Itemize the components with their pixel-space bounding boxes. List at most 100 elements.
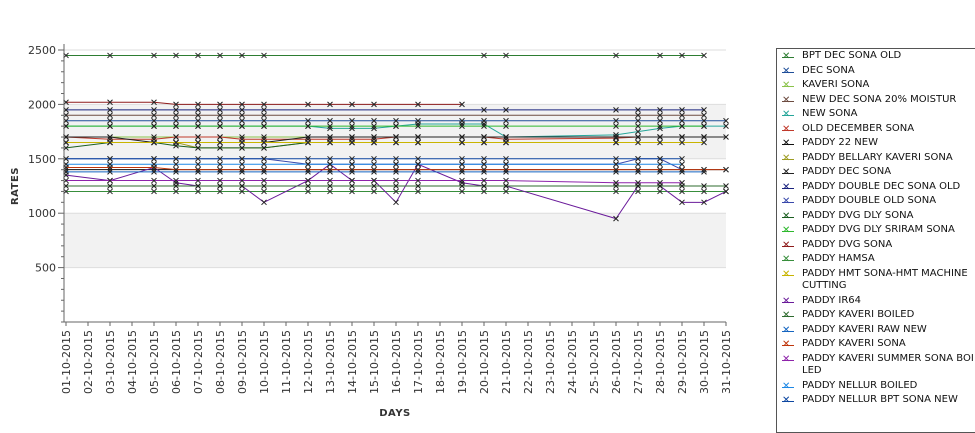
- data-point: [107, 183, 113, 189]
- data-point: [371, 183, 377, 189]
- y-axis-title: RATES: [10, 167, 21, 205]
- data-point: [459, 177, 465, 184]
- data-point: [481, 166, 487, 173]
- data-point: [635, 161, 641, 168]
- data-point: [613, 179, 619, 186]
- data-point: [679, 155, 685, 162]
- data-point: [503, 52, 509, 59]
- data-point: [459, 161, 465, 168]
- data-point: [107, 112, 113, 119]
- data-point: [173, 101, 179, 108]
- data-point: [459, 139, 465, 146]
- data-point: [679, 117, 685, 124]
- data-point: [217, 169, 223, 175]
- data-point: [239, 52, 245, 59]
- legend-marker-icon: ✕: [782, 393, 794, 407]
- data-point: [723, 183, 729, 189]
- data-point: [679, 123, 685, 130]
- data-point: [701, 166, 707, 173]
- legend-marker-icon: ✕: [782, 294, 794, 308]
- data-point: [217, 161, 223, 168]
- data-point: [261, 166, 267, 173]
- data-point: [107, 123, 113, 130]
- legend-marker-icon: ✕: [782, 352, 794, 366]
- data-point: [415, 134, 421, 140]
- legend-label: BPT DEC SONA OLD: [802, 50, 902, 61]
- legend-item: ✕ NEW DEC SONA 20% MOISTUR: [777, 93, 975, 108]
- legend-label: PADDY 22 NEW: [802, 137, 878, 148]
- legend-item: ✕ NEW SONA: [777, 107, 975, 122]
- data-point: [173, 169, 179, 175]
- data-point: [613, 139, 619, 146]
- data-point: [503, 188, 509, 195]
- data-point: [195, 145, 201, 151]
- data-point: [635, 134, 641, 140]
- data-point: [151, 161, 157, 168]
- data-point: [371, 117, 377, 124]
- legend-marker-icon: ✕: [782, 252, 794, 266]
- series-group: [63, 106, 707, 113]
- data-point: [239, 106, 245, 113]
- data-point: [679, 112, 685, 119]
- data-point: [371, 166, 377, 173]
- x-tick-label: 10-10-2015: [258, 330, 271, 394]
- data-point: [415, 161, 421, 168]
- legend-marker-icon: ✕: [782, 93, 794, 107]
- legend-label: PADDY HMT SONA-HMT MACHINE CUTTING: [802, 267, 968, 292]
- data-point: [195, 188, 201, 195]
- data-point: [723, 188, 729, 195]
- x-tick-label: 22-10-2015: [522, 330, 535, 394]
- series-line: [66, 101, 462, 105]
- data-point: [173, 52, 179, 59]
- data-point: [459, 166, 465, 173]
- data-point: [701, 183, 707, 189]
- data-point: [349, 188, 355, 195]
- legend-item: ✕ PADDY DVG DLY SONA: [777, 209, 975, 224]
- x-tick-label: 20-10-2015: [478, 330, 491, 394]
- data-point: [393, 183, 399, 189]
- x-axis-title: DAYS: [379, 408, 411, 419]
- data-point: [217, 106, 223, 113]
- data-point: [415, 123, 421, 130]
- data-point: [657, 188, 663, 195]
- data-point: [393, 134, 399, 140]
- x-tick-label: 03-10-2015: [104, 330, 117, 394]
- data-point: [173, 188, 179, 195]
- legend-item: ✕ PADDY DOUBLE OLD SONA: [777, 194, 975, 209]
- legend-label: PADDY KAVERI BOILED: [802, 309, 915, 320]
- data-point: [371, 169, 377, 175]
- data-point: [657, 161, 663, 168]
- data-point: [151, 183, 157, 189]
- data-point: [701, 112, 707, 119]
- data-point: [679, 139, 685, 146]
- data-point: [503, 183, 509, 189]
- series-group: [63, 117, 729, 124]
- data-point: [635, 166, 641, 173]
- series-group: [63, 188, 729, 195]
- x-tick-label: 19-10-2015: [456, 330, 469, 394]
- data-point: [459, 188, 465, 195]
- data-point: [239, 101, 245, 108]
- data-point: [261, 101, 267, 108]
- data-point: [393, 123, 399, 130]
- data-point: [305, 123, 311, 130]
- legend-label: PADDY KAVERI RAW NEW: [802, 323, 927, 335]
- x-tick-label: 28-10-2015: [654, 330, 667, 394]
- x-tick-label: 27-10-2015: [632, 330, 645, 394]
- x-tick-label: 23-10-2015: [544, 330, 557, 394]
- legend-item: ✕ PADDY KAVERI SUMMER SONA BOILED: [777, 352, 975, 379]
- data-point: [459, 123, 465, 130]
- data-point: [261, 145, 267, 151]
- data-point: [195, 112, 201, 119]
- series-line: [65, 136, 704, 140]
- x-tick-label: 09-10-2015: [236, 330, 249, 394]
- data-point: [151, 99, 157, 106]
- legend-marker-icon: ✕: [782, 122, 794, 136]
- data-point: [107, 177, 113, 184]
- data-point: [459, 121, 465, 127]
- data-point: [503, 161, 509, 168]
- data-point: [195, 101, 201, 108]
- data-point: [107, 166, 113, 173]
- data-point: [657, 155, 663, 162]
- data-point: [635, 155, 641, 162]
